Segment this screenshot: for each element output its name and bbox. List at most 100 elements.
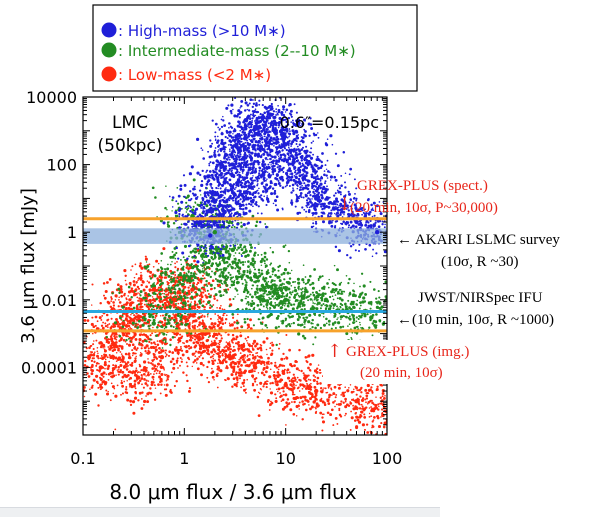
- cloud-point-intermediate-mass: [226, 256, 230, 260]
- cloud-point-intermediate-mass: [173, 247, 177, 250]
- cloud-point-intermediate-mass: [165, 326, 167, 329]
- cloud-point-intermediate-mass: [307, 278, 311, 282]
- cloud-point-intermediate-mass: [147, 293, 151, 297]
- cloud-point-low-mass: [145, 366, 148, 369]
- cloud-point-intermediate-mass: [343, 290, 346, 293]
- cloud-point-low-mass: [151, 296, 154, 298]
- cloud-point-intermediate-mass: [352, 289, 355, 292]
- cloud-point-low-mass: [286, 376, 291, 380]
- cloud-point-intermediate-mass: [244, 254, 248, 258]
- cloud-point-low-mass: [393, 422, 395, 424]
- cloud-point-low-mass: [174, 336, 176, 338]
- cloud-point-low-mass: [90, 359, 94, 363]
- cloud-point-low-mass: [248, 344, 252, 348]
- cloud-point-low-mass: [350, 390, 354, 394]
- cloud-point-low-mass: [158, 332, 161, 335]
- cloud-point-low-mass: [236, 343, 239, 345]
- cloud-point-low-mass: [125, 298, 128, 301]
- cloud-point-intermediate-mass: [160, 267, 164, 271]
- cloud-point-low-mass: [217, 342, 220, 345]
- cloud-point-low-mass: [247, 349, 251, 353]
- cloud-point-intermediate-mass: [278, 301, 282, 305]
- cloud-point-high-mass: [189, 209, 192, 213]
- cloud-point-low-mass: [393, 427, 396, 430]
- cloud-point-intermediate-mass: [185, 291, 189, 295]
- cloud-point-low-mass: [187, 286, 190, 289]
- cloud-point-low-mass: [138, 365, 142, 368]
- cloud-point-intermediate-mass: [246, 269, 249, 272]
- cloud-point-low-mass: [135, 355, 137, 358]
- cloud-point-low-mass: [200, 295, 204, 299]
- cloud-point-low-mass: [143, 303, 146, 306]
- cloud-point-low-mass: [238, 374, 241, 377]
- cloud-point-intermediate-mass: [243, 320, 247, 324]
- cloud-point-low-mass: [286, 371, 289, 374]
- cloud-point-low-mass: [334, 417, 338, 420]
- cloud-point-intermediate-mass: [348, 315, 351, 318]
- cloud-point-high-mass: [188, 172, 192, 176]
- cloud-point-intermediate-mass: [227, 252, 231, 256]
- cloud-point-low-mass: [312, 374, 315, 377]
- cloud-point-low-mass: [368, 407, 371, 409]
- cloud-point-low-mass: [104, 324, 108, 328]
- cloud-point-intermediate-mass: [337, 307, 339, 309]
- cloud-point-intermediate-mass: [305, 316, 309, 319]
- cloud-point-intermediate-mass: [161, 281, 164, 285]
- cloud-point-high-mass: [193, 255, 196, 258]
- cloud-point-low-mass: [173, 321, 176, 324]
- cloud-point-low-mass: [109, 305, 113, 309]
- cloud-point-intermediate-mass: [397, 307, 399, 309]
- cloud-point-low-mass: [293, 364, 296, 367]
- cloud-point-low-mass: [371, 426, 373, 429]
- cloud-point-low-mass: [275, 397, 278, 400]
- cloud-point-intermediate-mass: [339, 306, 342, 309]
- cloud-point-intermediate-mass: [355, 316, 358, 319]
- cloud-point-low-mass: [113, 334, 116, 337]
- cloud-point-low-mass: [239, 334, 243, 338]
- cloud-point-low-mass: [266, 353, 268, 356]
- cloud-point-intermediate-mass: [171, 261, 173, 263]
- cloud-point-intermediate-mass: [259, 301, 262, 304]
- cloud-point-intermediate-mass: [229, 286, 231, 289]
- cloud-point-low-mass: [159, 275, 163, 279]
- cloud-point-intermediate-mass: [321, 275, 324, 278]
- cloud-point-intermediate-mass: [255, 287, 259, 291]
- cloud-point-intermediate-mass: [176, 283, 180, 287]
- cloud-point-intermediate-mass: [268, 296, 270, 299]
- cloud-point-low-mass: [114, 428, 117, 431]
- legend-marker-intermediate-mass: [101, 42, 117, 58]
- cloud-point-intermediate-mass: [271, 295, 274, 298]
- cloud-point-low-mass: [210, 350, 214, 354]
- cloud-point-intermediate-mass: [255, 220, 259, 224]
- cloud-point-intermediate-mass: [253, 253, 256, 257]
- cloud-point-low-mass: [338, 407, 341, 410]
- cloud-point-low-mass: [134, 391, 137, 394]
- cloud-point-low-mass: [119, 337, 123, 341]
- cloud-point-low-mass: [193, 324, 197, 327]
- cloud-point-intermediate-mass: [192, 205, 195, 208]
- cloud-point-intermediate-mass: [244, 261, 247, 263]
- cloud-point-low-mass: [187, 389, 191, 393]
- cloud-point-intermediate-mass: [334, 313, 337, 316]
- cloud-point-low-mass: [361, 408, 363, 410]
- cloud-point-low-mass: [390, 386, 392, 388]
- cloud-point-intermediate-mass: [339, 288, 342, 291]
- cloud-point-low-mass: [281, 370, 283, 373]
- cloud-point-low-mass: [307, 374, 310, 377]
- cloud-point-low-mass: [106, 326, 109, 328]
- cloud-point-low-mass: [170, 371, 173, 374]
- cloud-point-intermediate-mass: [194, 202, 197, 204]
- cloud-point-low-mass: [94, 392, 98, 396]
- cloud-point-low-mass: [268, 375, 271, 379]
- cloud-point-low-mass: [152, 301, 154, 304]
- cloud-point-low-mass: [203, 277, 206, 280]
- cloud-point-intermediate-mass: [390, 320, 392, 322]
- cloud-point-low-mass: [397, 417, 400, 420]
- cloud-point-low-mass: [96, 362, 99, 365]
- cloud-point-low-mass: [138, 391, 142, 395]
- cloud-point-intermediate-mass: [171, 256, 174, 259]
- cloud-point-low-mass: [193, 295, 197, 299]
- cloud-point-low-mass: [133, 346, 137, 350]
- cloud-point-low-mass: [213, 295, 216, 298]
- cloud-point-low-mass: [379, 396, 382, 399]
